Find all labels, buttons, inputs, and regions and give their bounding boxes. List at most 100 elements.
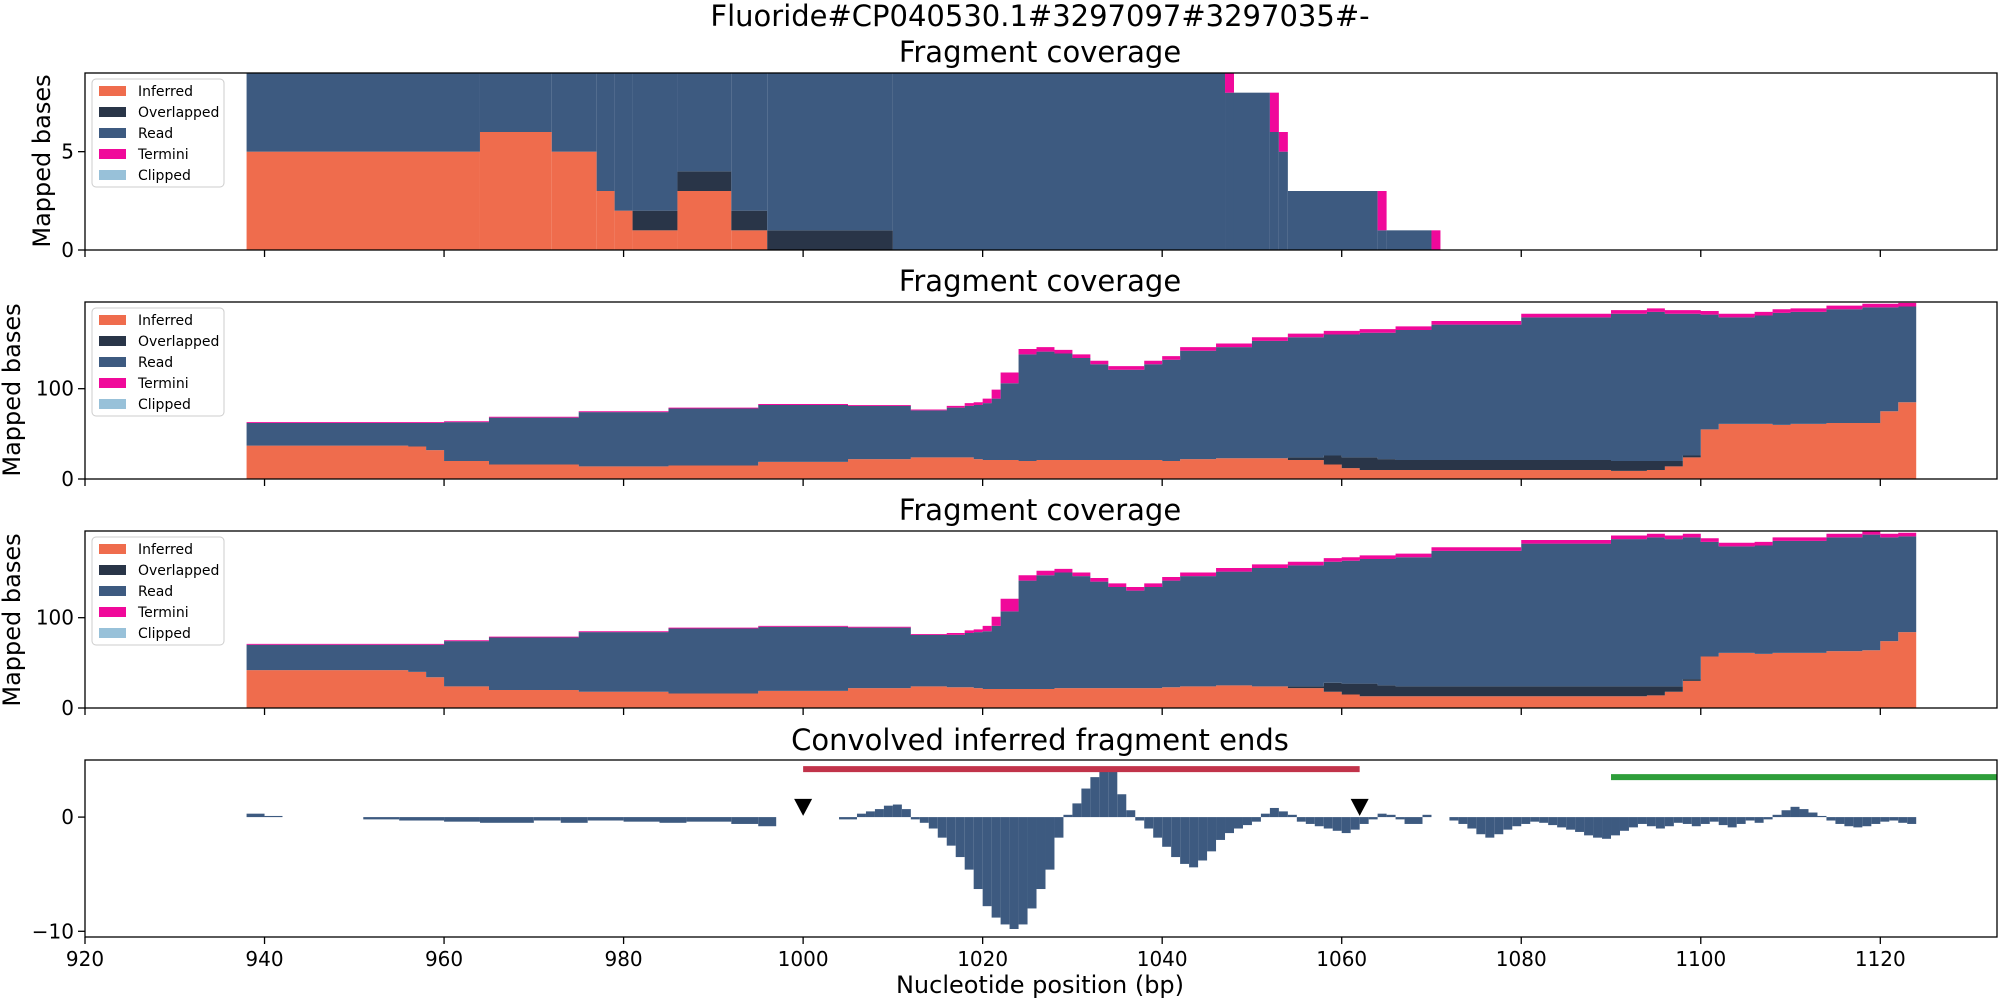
convolved-bar-122 bbox=[1844, 817, 1854, 827]
legend-3-swatch-clipped bbox=[99, 628, 126, 638]
legend-2-swatch-clipped bbox=[99, 399, 126, 409]
legend-3-swatch-inferred bbox=[99, 544, 126, 554]
convolved-bar-67 bbox=[1323, 817, 1333, 829]
panel-4-plot-area bbox=[246, 766, 1997, 930]
convolved-bar-125 bbox=[1871, 817, 1881, 824]
panel-4-frame bbox=[84, 759, 1998, 938]
triangle-marker-1 bbox=[794, 798, 813, 816]
convolved-bar-25 bbox=[946, 817, 956, 846]
convolved-bar-105 bbox=[1691, 817, 1701, 827]
coverage-1-read-segment-0 bbox=[246, 73, 480, 152]
convolved-bar-91 bbox=[1566, 817, 1576, 830]
convolved-bar-108 bbox=[1718, 817, 1728, 826]
legend-3-swatch-read bbox=[99, 586, 126, 596]
convolved-bar-107 bbox=[1709, 817, 1719, 822]
x-tick-label-1080: 1080 bbox=[1496, 947, 1547, 971]
coverage-1-read-segment-8 bbox=[767, 73, 893, 231]
coverage-1-read-segment-7 bbox=[731, 73, 768, 211]
convolved-bar-11 bbox=[686, 817, 732, 822]
coverage-2-read-area bbox=[246, 306, 1917, 467]
convolved-bar-66 bbox=[1314, 817, 1324, 827]
legend-2-swatch-termini bbox=[99, 378, 126, 388]
x-tick-label-980: 980 bbox=[604, 947, 642, 971]
panel-2-y-axis: 0 100 bbox=[36, 377, 85, 491]
x-tick-label-1100: 1100 bbox=[1675, 947, 1726, 971]
convolved-bar-62 bbox=[1278, 811, 1288, 818]
convolved-bar-33 bbox=[1018, 817, 1028, 925]
convolved-bar-41 bbox=[1090, 777, 1100, 818]
convolved-bar-88 bbox=[1539, 817, 1549, 823]
panel-1-plot-area bbox=[246, 73, 1441, 251]
convolved-bar-55 bbox=[1216, 817, 1226, 840]
coverage-1-termini-segment-13 bbox=[1278, 132, 1288, 152]
convolved-bar-49 bbox=[1162, 817, 1172, 847]
convolved-bar-44 bbox=[1117, 794, 1127, 818]
legend-1-swatch-termini bbox=[99, 149, 126, 159]
coverage-1-read-segment-9 bbox=[892, 73, 1226, 250]
convolved-bar-51 bbox=[1180, 817, 1190, 864]
convolved-bar-114 bbox=[1772, 814, 1782, 818]
convolved-bar-73 bbox=[1377, 813, 1387, 818]
coverage-1-inferred-segment-6 bbox=[677, 191, 732, 250]
convolved-bar-19 bbox=[892, 804, 902, 818]
convolved-bar-97 bbox=[1619, 817, 1629, 831]
coverage-1-termini-segment-12 bbox=[1269, 92, 1279, 132]
convolved-bar-63 bbox=[1287, 814, 1297, 818]
convolved-bar-120 bbox=[1826, 817, 1836, 821]
panel-2-y-label: Mapped bases bbox=[0, 303, 26, 476]
legend-2-label-inferred: Inferred bbox=[138, 313, 193, 329]
convolved-bar-84 bbox=[1503, 817, 1513, 830]
convolved-bar-50 bbox=[1171, 817, 1181, 858]
convolved-bar-90 bbox=[1557, 817, 1567, 828]
convolved-bar-30 bbox=[991, 817, 1001, 918]
convolved-bar-57 bbox=[1233, 817, 1243, 829]
convolved-bar-34 bbox=[1027, 817, 1037, 909]
convolved-bar-93 bbox=[1584, 817, 1594, 836]
convolved-bar-8 bbox=[587, 817, 624, 821]
legend-3-swatch-overlapped bbox=[99, 565, 126, 575]
panel-1-x-ticks bbox=[84, 250, 1881, 257]
panel-3-y-tick-label-100: 100 bbox=[36, 606, 74, 630]
coverage-1-inferred-segment-7 bbox=[731, 230, 768, 250]
x-tick-label-1040: 1040 bbox=[1137, 947, 1188, 971]
panel-4-y-axis: −10 0 bbox=[32, 805, 85, 943]
convolved-bar-82 bbox=[1485, 817, 1495, 838]
convolved-bar-60 bbox=[1260, 813, 1270, 818]
convolved-bar-28 bbox=[973, 817, 983, 890]
convolved-bar-128 bbox=[1898, 817, 1908, 823]
coverage-1-read-segment-3 bbox=[596, 73, 615, 191]
coverage-1-read-segment-5 bbox=[632, 73, 678, 211]
x-tick-label-1000: 1000 bbox=[778, 947, 829, 971]
convolved-bar-18 bbox=[883, 805, 893, 818]
legend-3-label-overlapped: Overlapped bbox=[138, 563, 219, 579]
convolved-bar-39 bbox=[1072, 803, 1082, 818]
legend-1-label-overlapped: Overlapped bbox=[138, 105, 219, 121]
coverage-1-inferred-segment-3 bbox=[596, 191, 615, 250]
panel-2-legend: Inferred Overlapped Read Termini Clipped bbox=[91, 307, 225, 417]
panel-1-y-label: Mapped bases bbox=[28, 74, 56, 247]
convolved-bar-38 bbox=[1063, 814, 1073, 818]
convolved-bar-121 bbox=[1835, 817, 1845, 824]
legend-1-swatch-read bbox=[99, 128, 126, 138]
convolved-bar-111 bbox=[1745, 817, 1755, 821]
convolved-ends-panel: Convolved inferred fragment ends −10 0 92… bbox=[32, 723, 1998, 971]
legend-1-label-termini: Termini bbox=[137, 147, 189, 163]
panel-1-y-tick-label-5: 5 bbox=[61, 140, 74, 164]
convolved-bar-115 bbox=[1781, 810, 1791, 818]
convolved-bar-32 bbox=[1009, 817, 1019, 930]
legend-3-label-clipped: Clipped bbox=[138, 626, 191, 642]
coverage-1-read-segment-12 bbox=[1269, 132, 1279, 250]
convolved-bar-116 bbox=[1790, 806, 1800, 818]
coverage-1-termini-segment-17 bbox=[1431, 230, 1441, 250]
convolved-bar-79 bbox=[1458, 817, 1468, 824]
legend-1-label-inferred: Inferred bbox=[138, 84, 193, 100]
convolved-bar-74 bbox=[1386, 814, 1396, 818]
panel-2-y-tick-label-0: 0 bbox=[61, 467, 74, 491]
panel-1-y-axis: 05 bbox=[61, 140, 85, 262]
convolved-bar-119 bbox=[1817, 815, 1827, 818]
legend-1-label-read: Read bbox=[138, 126, 173, 142]
convolved-bar-23 bbox=[928, 817, 938, 829]
coverage-panel-2: Fragment coverage Inferred Overlapped Read… bbox=[0, 264, 1998, 491]
convolved-bar-10 bbox=[659, 817, 687, 823]
panel-4-y-tick-label-0: 0 bbox=[61, 805, 74, 829]
